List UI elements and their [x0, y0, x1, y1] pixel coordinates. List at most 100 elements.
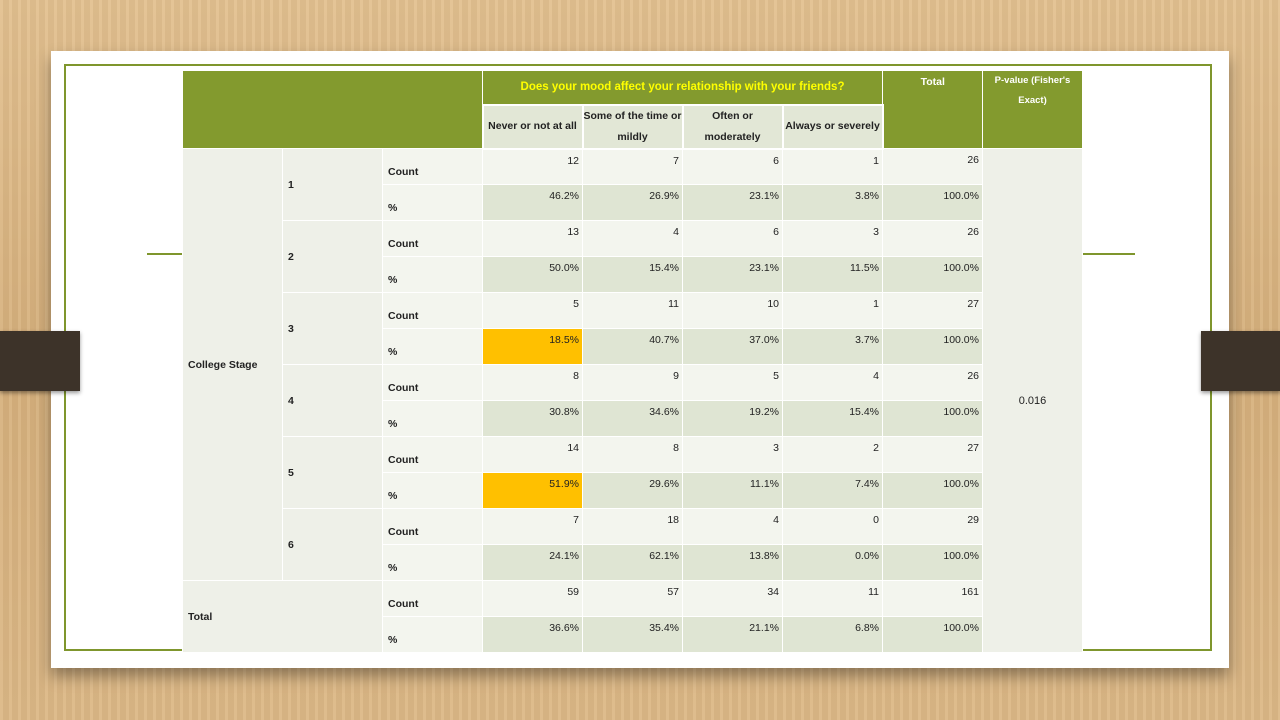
pct-cell: 100.0%: [882, 184, 983, 221]
accent-line-right: [1081, 253, 1135, 255]
table-row: 5 Count 14 8 3 2 27: [183, 436, 1083, 509]
pct-cell: 100.0%: [882, 544, 983, 581]
count-cell: 26: [882, 148, 983, 185]
highlighted-pct-cell: 18.5%: [482, 328, 583, 365]
pct-cell: 100.0%: [882, 472, 983, 509]
row-type-label: %: [382, 184, 483, 221]
count-cell: 14: [482, 436, 583, 473]
stage-label: 4: [282, 364, 383, 437]
stage-label: 1: [282, 148, 383, 221]
pct-cell: 7.4%: [782, 472, 883, 509]
row-type-label: %: [382, 544, 483, 581]
total-header: Total: [882, 70, 983, 149]
count-cell: 27: [882, 436, 983, 473]
binder-clip-right: [1201, 331, 1280, 391]
count-cell: 12: [482, 148, 583, 185]
table-row: College Stage 1 Count 12 7 6 1 26 0.016: [182, 148, 1083, 653]
count-cell: 29: [882, 508, 983, 545]
total-row: Total Count 59 57 34 11 161: [182, 580, 1083, 653]
column-header: Always or severely: [781, 103, 884, 150]
count-cell: 34: [682, 580, 783, 617]
table-row: 4 Count 8 9 5 4 26: [183, 364, 1083, 437]
pct-cell: 34.6%: [582, 400, 683, 437]
count-cell: 18: [582, 508, 683, 545]
count-cell: 6: [682, 220, 783, 257]
count-cell: 59: [482, 580, 583, 617]
count-cell: 6: [682, 148, 783, 185]
pct-cell: 50.0%: [482, 256, 583, 293]
pct-cell: 23.1%: [682, 256, 783, 293]
row-type-label: Count: [382, 148, 483, 185]
row-type-label: %: [382, 400, 483, 437]
pct-cell: 100.0%: [882, 400, 983, 437]
pct-cell: 36.6%: [482, 616, 583, 653]
count-cell: 11: [782, 580, 883, 617]
count-cell: 10: [682, 292, 783, 329]
pct-cell: 21.1%: [682, 616, 783, 653]
count-cell: 1: [782, 292, 883, 329]
count-cell: 7: [482, 508, 583, 545]
count-cell: 1: [782, 148, 883, 185]
row-group-label: College Stage: [182, 148, 283, 581]
row-type-label: Count: [382, 580, 483, 617]
crosstab-table: Does your mood affect your relationship …: [182, 70, 1083, 653]
table-row: % 24.1% 62.1% 13.8% 0.0% 100.0%: [183, 544, 1083, 581]
stage-label: 5: [282, 436, 383, 509]
pct-cell: 40.7%: [582, 328, 683, 365]
count-cell: 4: [682, 508, 783, 545]
table-row: 6 Count 7 18 4 0 29: [183, 508, 1083, 581]
table-row: % 30.8% 34.6% 19.2% 15.4% 100.0%: [183, 400, 1083, 437]
row-type-label: Count: [382, 364, 483, 401]
count-cell: 5: [682, 364, 783, 401]
pct-cell: 3.7%: [782, 328, 883, 365]
count-cell: 8: [582, 436, 683, 473]
pct-cell: 100.0%: [882, 256, 983, 293]
count-cell: 0: [782, 508, 883, 545]
crosstab-table-wrap: Does your mood affect your relationship …: [182, 70, 1083, 653]
column-header: Never or not at all: [481, 103, 584, 150]
pct-cell: 100.0%: [882, 616, 983, 653]
pct-cell: 23.1%: [682, 184, 783, 221]
pct-cell: 100.0%: [882, 328, 983, 365]
pct-cell: 11.1%: [682, 472, 783, 509]
row-type-label: %: [382, 328, 483, 365]
pct-cell: 19.2%: [682, 400, 783, 437]
pct-cell: 11.5%: [782, 256, 883, 293]
count-cell: 3: [782, 220, 883, 257]
table-row: % 18.5% 40.7% 37.0% 3.7% 100.0%: [183, 328, 1083, 365]
stage-label: 3: [282, 292, 383, 365]
count-cell: 13: [482, 220, 583, 257]
stage-label: 6: [282, 508, 383, 581]
table-row: 2 Count 13 4 6 3 26: [183, 220, 1083, 293]
slide: Does your mood affect your relationship …: [0, 51, 1280, 668]
accent-line-left: [147, 253, 187, 255]
pct-cell: 15.4%: [582, 256, 683, 293]
pct-cell: 13.8%: [682, 544, 783, 581]
column-header: Some of the time or mildly: [581, 103, 684, 150]
pct-cell: 26.9%: [582, 184, 683, 221]
pct-cell: 0.0%: [782, 544, 883, 581]
pct-cell: 30.8%: [482, 400, 583, 437]
row-type-label: %: [382, 256, 483, 293]
highlighted-pct-cell: 51.9%: [482, 472, 583, 509]
count-cell: 4: [782, 364, 883, 401]
count-cell: 7: [582, 148, 683, 185]
total-label: Total: [182, 580, 383, 653]
count-cell: 9: [582, 364, 683, 401]
stage-label: 2: [282, 220, 383, 293]
count-cell: 57: [582, 580, 683, 617]
table-row: % 46.2% 26.9% 23.1% 3.8% 100.0%: [183, 184, 1083, 221]
pct-cell: 24.1%: [482, 544, 583, 581]
pct-cell: 29.6%: [582, 472, 683, 509]
count-cell: 3: [682, 436, 783, 473]
column-header: Often or moderately: [681, 103, 784, 150]
pct-cell: 37.0%: [682, 328, 783, 365]
question-header: Does your mood affect your relationship …: [482, 70, 883, 105]
count-cell: 11: [582, 292, 683, 329]
count-cell: 2: [782, 436, 883, 473]
count-cell: 8: [482, 364, 583, 401]
count-cell: 5: [482, 292, 583, 329]
pct-cell: 15.4%: [782, 400, 883, 437]
p-value: 0.016: [982, 148, 1083, 653]
pct-cell: 35.4%: [582, 616, 683, 653]
